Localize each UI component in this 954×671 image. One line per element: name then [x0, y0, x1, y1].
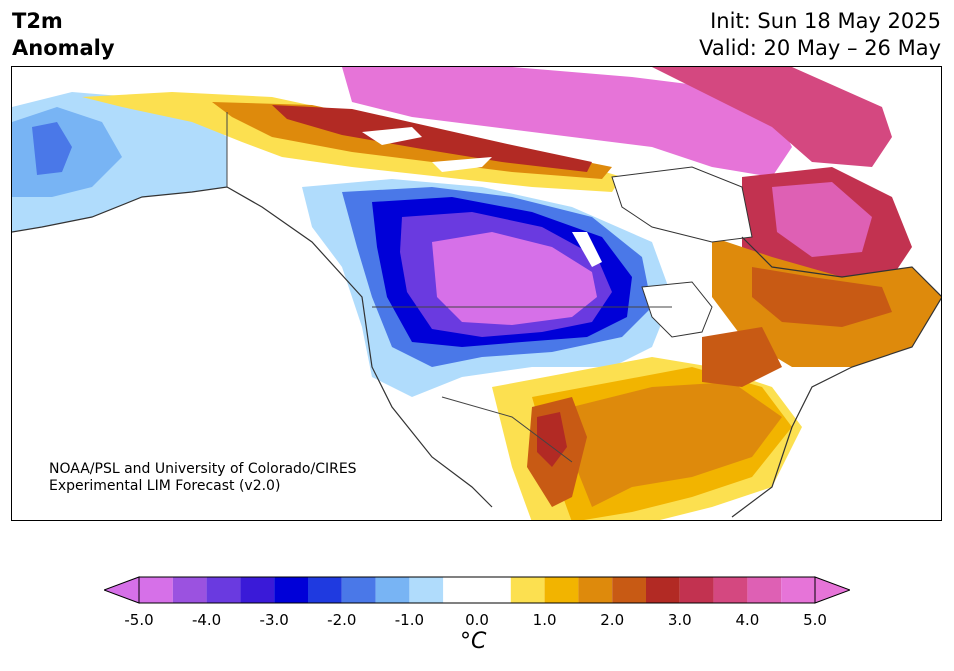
arctic-hot-band [272, 105, 592, 172]
colorbar-tick-label: 1.0 [532, 611, 557, 629]
hudson-bay [611, 166, 753, 243]
valid-range: Valid: 20 May – 26 May [699, 36, 941, 60]
colorbar-bin [375, 577, 410, 603]
colorbar-tick-label: -5.0 [124, 611, 154, 629]
colorbar-bin [139, 577, 173, 603]
great-lakes [641, 281, 713, 338]
colorbar-tick-label: -2.0 [327, 611, 357, 629]
quebec-hot-core [752, 267, 892, 327]
coastline-east [731, 236, 941, 518]
title-line-1: T2m [12, 9, 63, 33]
init-date: Init: Sun 18 May 2025 [710, 9, 941, 33]
colorbar-tick-label: -3.0 [259, 611, 289, 629]
forecast-dates: Init: Sun 18 May 2025 Valid: 20 May – 26… [699, 8, 941, 62]
map-canvas [12, 67, 941, 520]
colorbar-bin [612, 577, 646, 603]
title-line-2: Anomaly [12, 36, 115, 60]
colorbar-tick-label: 0.0 [465, 611, 489, 629]
colorbar-tick-label: 3.0 [667, 611, 692, 629]
colorbar-bin [341, 577, 376, 603]
cold-core-pink [432, 232, 597, 325]
us-mexico-border [441, 396, 573, 463]
colorbar-bin [443, 577, 511, 603]
colorbar-bin [274, 577, 308, 603]
colorbar [102, 576, 852, 608]
map-title: T2m Anomaly [12, 8, 115, 62]
lake-winnipeg [572, 232, 602, 267]
texas-hot-core [537, 412, 567, 467]
colorbar-bin [510, 577, 545, 603]
colorbar-unit: °C [460, 629, 487, 654]
great-slave-lake [432, 157, 492, 172]
colorbar-under-extend [102, 576, 140, 604]
colorbar-bin [206, 577, 241, 603]
colorbar-ticks: -5.0 -4.0 -3.0 -2.0 -1.0 0.0 1.0 2.0 3.0 4.0 5.0 [0, 611, 954, 631]
alaska-cold-core [32, 122, 72, 175]
colorbar-bin [409, 577, 444, 603]
credit-line-2: Experimental LIM Forecast (v2.0) [49, 478, 281, 494]
colorbar-tick-label: -1.0 [394, 611, 425, 629]
colorbar-tick-label: 4.0 [735, 611, 760, 629]
credit-text: NOAA/PSL and University of Colorado/CIRE… [49, 461, 357, 495]
colorbar-bin [172, 577, 207, 603]
colorbar-svg [102, 576, 852, 604]
colorbar-outline [138, 576, 816, 604]
colorbar-bin [646, 577, 680, 603]
south-warm-inner [572, 382, 782, 507]
great-bear-lake [362, 127, 422, 145]
colorbar-over-extend [814, 576, 852, 604]
arctic-islands-pink [342, 67, 792, 177]
colorbar-bin [713, 577, 748, 603]
colorbar-bin [679, 577, 714, 603]
labrador-hot-core [772, 182, 872, 257]
colorbar-tick-label: 2.0 [600, 611, 625, 629]
credit-line-1: NOAA/PSL and University of Colorado/CIRE… [49, 461, 357, 477]
colorbar-bin [747, 577, 782, 603]
colorbar-tick-label: -4.0 [191, 611, 222, 629]
coastline-west [12, 186, 493, 508]
colorbar-bin [781, 577, 815, 603]
colorbar-bin [544, 577, 579, 603]
colorbar-bin [308, 577, 342, 603]
colorbar-bin [578, 577, 613, 603]
ohio-valley-hot [702, 327, 782, 387]
anomaly-map [11, 66, 942, 521]
greenland-arctic-warm [652, 67, 892, 167]
colorbar-bin [240, 577, 275, 603]
colorbar-tick-label: 5.0 [803, 611, 827, 629]
